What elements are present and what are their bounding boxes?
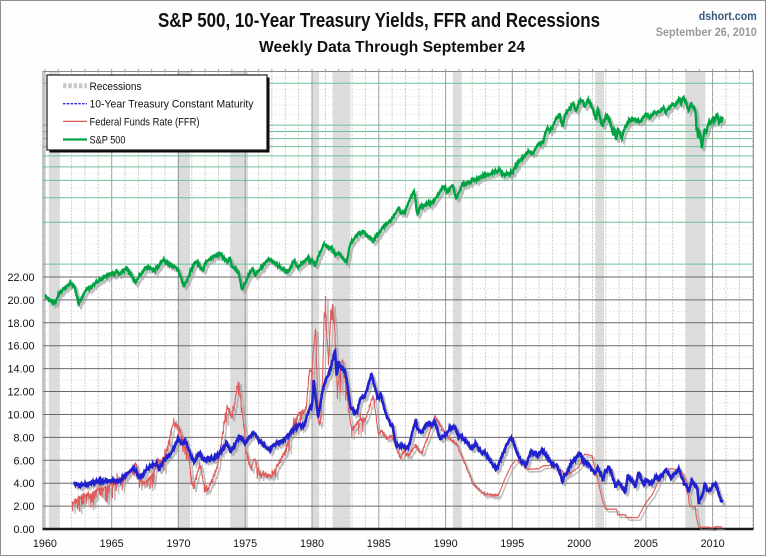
svg-text:22.00: 22.00 [7,272,34,284]
svg-text:1985: 1985 [367,538,391,550]
svg-text:4.00: 4.00 [13,478,34,490]
svg-text:10-Year Treasury Constant Matu: 10-Year Treasury Constant Maturity [90,99,254,111]
svg-text:16.00: 16.00 [7,341,34,353]
svg-text:2005: 2005 [634,538,658,550]
svg-text:1980: 1980 [300,538,324,550]
svg-text:1960: 1960 [33,538,57,550]
svg-text:14.00: 14.00 [7,364,34,376]
svg-text:1965: 1965 [100,538,124,550]
svg-text:1995: 1995 [500,538,524,550]
svg-text:10.00: 10.00 [7,410,34,422]
svg-text:1970: 1970 [166,538,190,550]
svg-text:1990: 1990 [434,538,458,550]
svg-text:18.00: 18.00 [7,318,34,330]
svg-text:0.00: 0.00 [13,524,34,536]
svg-text:2010: 2010 [701,538,725,550]
svg-text:1975: 1975 [233,538,257,550]
svg-text:S&P 500: S&P 500 [90,135,126,147]
svg-text:S&P 500, 10-Year Treasury Yiel: S&P 500, 10-Year Treasury Yields, FFR an… [158,10,600,32]
svg-text:8.00: 8.00 [13,432,34,444]
svg-text:20.00: 20.00 [7,295,34,307]
svg-text:12.00: 12.00 [7,387,34,399]
svg-text:dshort.com: dshort.com [699,11,757,23]
svg-text:Recessions: Recessions [90,81,142,93]
svg-text:6.00: 6.00 [13,455,34,467]
svg-text:Federal Funds Rate (FFR): Federal Funds Rate (FFR) [90,116,200,128]
svg-text:September 26, 2010: September 26, 2010 [656,25,757,39]
svg-text:2000: 2000 [567,538,591,550]
svg-text:2.00: 2.00 [13,501,34,513]
svg-text:Weekly Data Through September: Weekly Data Through September 24 [259,39,525,56]
